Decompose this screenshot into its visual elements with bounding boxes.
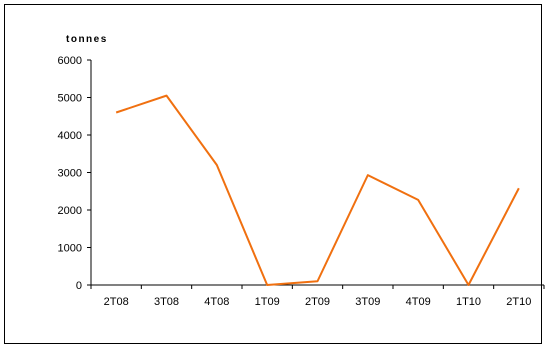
x-tick-label: 2T10 xyxy=(506,296,531,308)
line-chart: 0 1000 2000 3000 4000 5000 6000 2T08 3T08 4T08 1T0… xyxy=(0,0,546,337)
y-tick-label: 4000 xyxy=(58,130,82,142)
x-tick-label: 2T08 xyxy=(104,296,129,308)
y-tick-label: 6000 xyxy=(58,55,82,67)
y-tick-label: 0 xyxy=(76,280,82,292)
y-tick-label: 2000 xyxy=(58,205,82,217)
series-line xyxy=(116,96,519,285)
x-tick-label: 4T08 xyxy=(204,296,229,308)
x-tick-label: 3T09 xyxy=(355,296,380,308)
x-tick-label: 1T09 xyxy=(255,296,280,308)
y-tick-label: 1000 xyxy=(58,243,82,255)
x-tick-label: 1T10 xyxy=(456,296,481,308)
x-tick-label: 2T09 xyxy=(305,296,330,308)
y-tick-label: 5000 xyxy=(58,93,82,105)
x-tick-label: 4T09 xyxy=(406,296,431,308)
y-tick-label: 3000 xyxy=(58,168,82,180)
x-tick-label: 3T08 xyxy=(154,296,179,308)
